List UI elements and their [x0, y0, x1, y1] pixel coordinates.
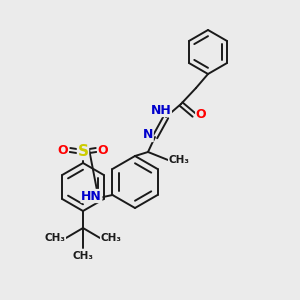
Text: NH: NH: [151, 103, 171, 116]
Text: O: O: [58, 143, 68, 157]
Text: O: O: [98, 143, 108, 157]
Text: CH₃: CH₃: [73, 251, 94, 261]
Text: S: S: [77, 145, 88, 160]
Text: HN: HN: [81, 190, 102, 202]
Text: N: N: [143, 128, 153, 142]
Text: CH₃: CH₃: [169, 155, 190, 165]
Text: O: O: [196, 109, 206, 122]
Text: CH₃: CH₃: [44, 233, 65, 243]
Text: CH₃: CH₃: [100, 233, 122, 243]
